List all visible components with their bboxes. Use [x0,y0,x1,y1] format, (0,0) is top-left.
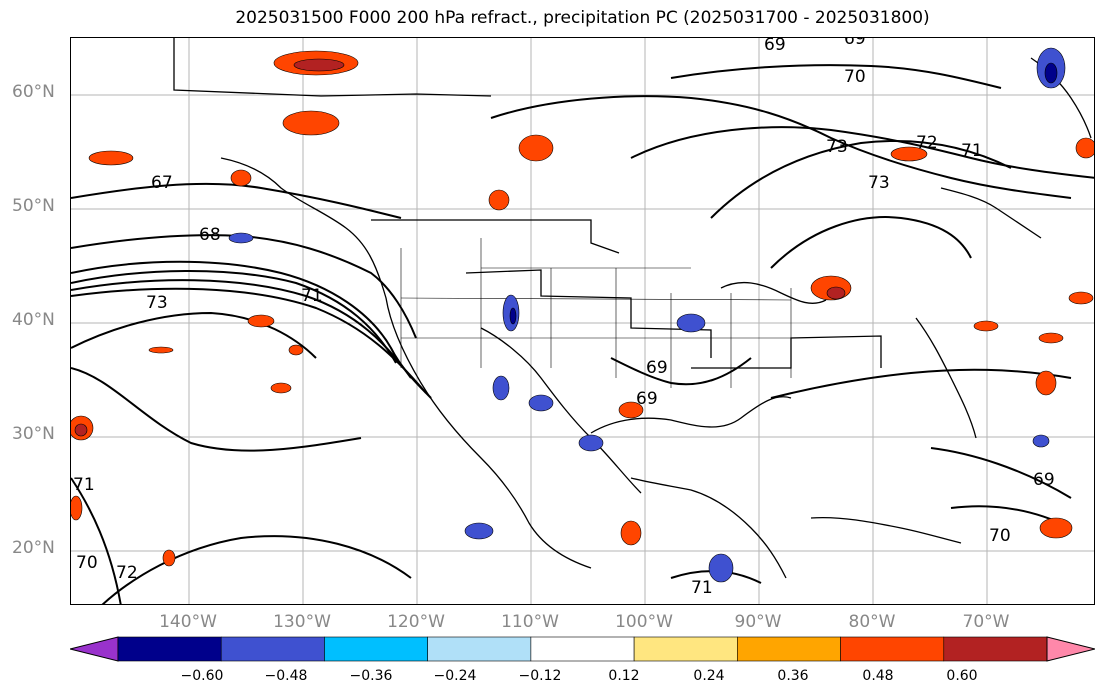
colorbar-segment [943,636,1048,662]
colorbar [70,636,1095,662]
contour-label: 71 [73,475,95,495]
contour-label: 71 [961,141,983,161]
colorbar-tick: 0.48 [862,668,894,684]
contour-labels: 69 69 70 73 72 71 67 68 73 71 69 69 69 7… [73,38,1055,598]
colorbar-tick: −0.24 [433,668,477,684]
lon-label-140w: 140°W [159,612,217,632]
map-title: 2025031500 F000 200 hPa refract., precip… [235,8,930,28]
lon-label-100w: 100°W [615,612,673,632]
contour-label: 71 [301,286,323,306]
lon-label-120w: 120°W [387,612,445,632]
colorbar-segment [117,636,222,662]
lat-label-20n: 20°N [12,538,55,558]
colorbar-tick: −0.36 [349,668,393,684]
map-panel: 69 69 70 73 72 71 67 68 73 71 69 69 69 7… [70,37,1095,605]
contour-label: 69 [636,389,658,409]
colorbar-segment [324,636,428,662]
contour-label: 73 [826,137,848,157]
graticule [71,38,1094,604]
colorbar-segment [737,636,841,662]
colorbar-segment [220,636,325,662]
contour-label: 69 [1033,470,1055,490]
contour-label: 70 [844,67,866,87]
colorbar-extend-low [70,636,119,662]
colorbar-extend-high [1046,636,1095,662]
contour-label: 70 [989,526,1011,546]
lon-label-80w: 80°W [848,612,896,632]
contour-label: 69 [646,358,668,378]
contour-label: 72 [116,563,138,583]
contour-label: 71 [691,578,713,598]
precip-shading [71,47,1094,583]
colorbar-tick: 0.12 [608,668,640,684]
lat-label-30n: 30°N [12,424,55,444]
state-borders [400,238,792,388]
contour-label: 73 [868,173,890,193]
colorbar-tick: 0.60 [946,668,978,684]
lon-label-90w: 90°W [734,612,782,632]
contour-label: 69 [844,38,866,49]
colorbar-tick: 0.24 [693,668,725,684]
lat-label-50n: 50°N [12,196,55,216]
colorbar-segment [633,636,738,662]
colorbar-segment [427,636,532,662]
lon-label-70w: 70°W [962,612,1010,632]
coastlines [173,38,1092,579]
contour-label: 68 [199,225,221,245]
contour-label: 67 [151,173,173,193]
colorbar-segment [840,636,945,662]
colorbar-tick: −0.12 [518,668,562,684]
lat-label-60n: 60°N [12,82,55,102]
refractivity-contours [71,64,1094,604]
map-canvas: 69 69 70 73 72 71 67 68 73 71 69 69 69 7… [71,38,1094,604]
lat-label-40n: 40°N [12,310,55,330]
contour-label: 69 [764,38,786,55]
lon-label-110w: 110°W [501,612,559,632]
contour-label: 70 [76,553,98,573]
colorbar-tick: 0.36 [777,668,809,684]
colorbar-tick: −0.60 [180,668,224,684]
colorbar-segment [530,636,635,662]
contour-label: 73 [146,293,168,313]
lon-label-130w: 130°W [273,612,331,632]
colorbar-tick: −0.48 [264,668,308,684]
contour-label: 72 [916,133,938,153]
